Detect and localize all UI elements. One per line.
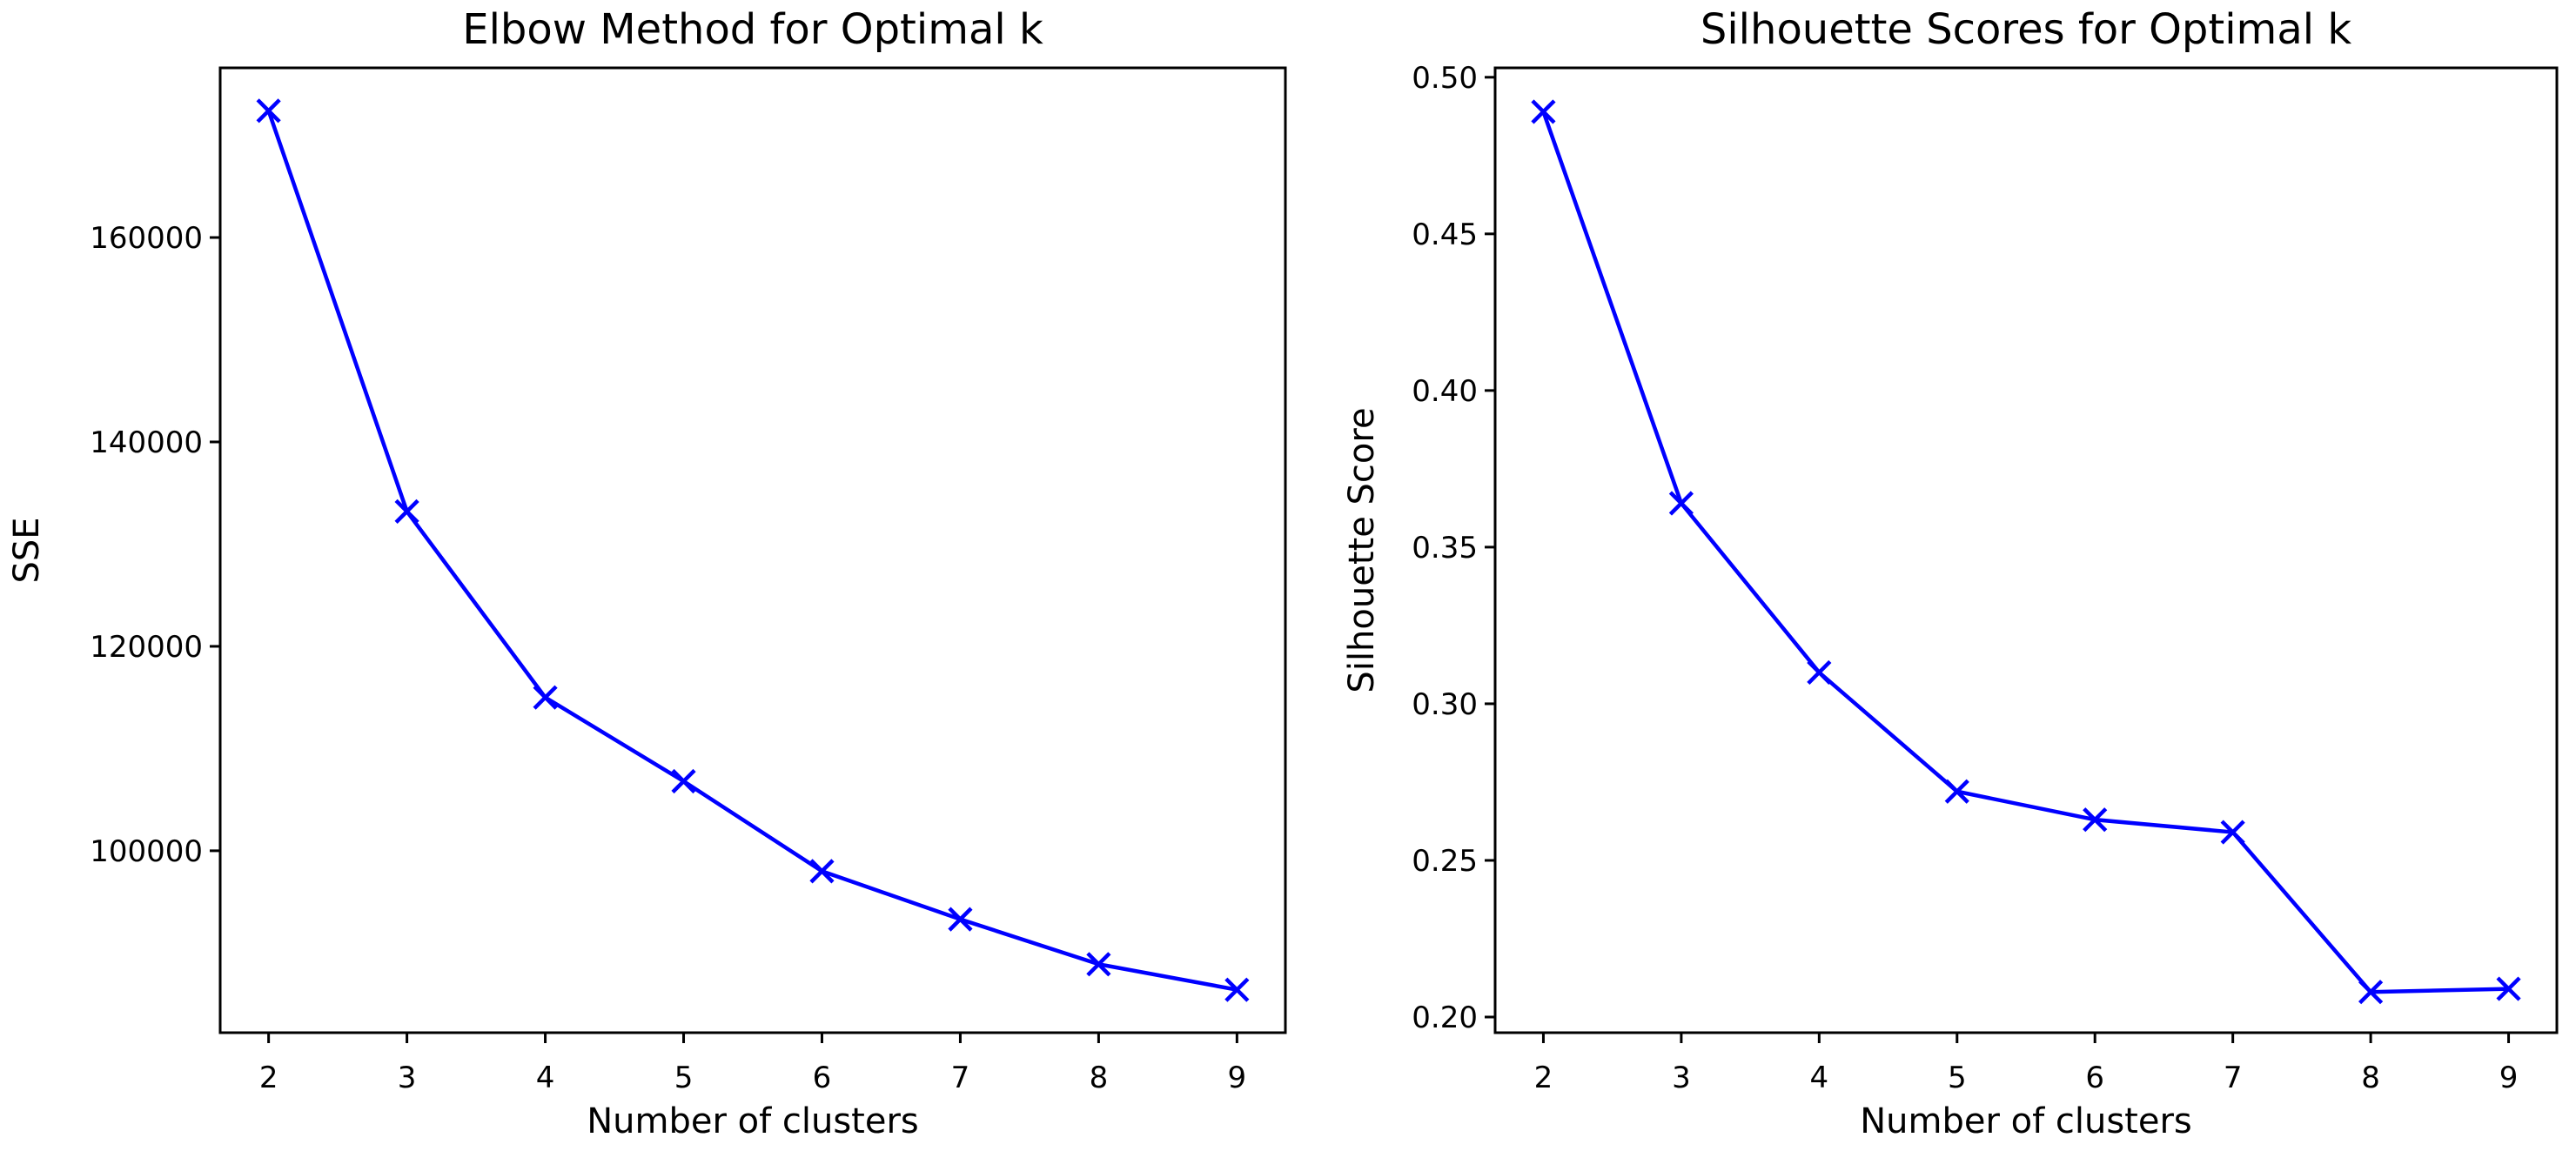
x-axis-label: Number of clusters	[587, 1101, 919, 1141]
data-marker-x	[1668, 491, 1694, 516]
y-tick-label: 140000	[90, 425, 203, 460]
data-marker-x	[1944, 779, 1969, 804]
x-tick-label: 7	[2224, 1061, 2243, 1095]
data-marker-x	[1807, 659, 1832, 686]
data-marker-x	[1531, 99, 1556, 124]
data-marker-x	[2220, 820, 2245, 845]
x-tick-label: 8	[1090, 1061, 1109, 1095]
x-tick-label: 2	[259, 1061, 278, 1095]
x-tick-label: 4	[1810, 1061, 1829, 1095]
x-axis-label: Number of clusters	[1860, 1101, 2192, 1141]
data-marker-x	[948, 907, 973, 932]
x-tick-label: 7	[951, 1061, 970, 1095]
x-tick-label: 9	[2499, 1061, 2519, 1095]
y-tick-label: 0.30	[1412, 687, 1478, 722]
y-tick-label: 0.35	[1412, 531, 1478, 565]
data-marker-x	[2358, 980, 2384, 1005]
y-tick-label: 0.45	[1412, 217, 1478, 252]
x-tick-label: 4	[536, 1061, 555, 1095]
data-marker-x	[1224, 977, 1250, 1002]
y-tick-label: 0.50	[1412, 61, 1478, 96]
data-marker-x	[2496, 976, 2521, 1001]
y-tick-label: 0.40	[1412, 374, 1478, 409]
axes-frame	[1493, 66, 2559, 1034]
data-marker-x	[533, 685, 558, 710]
y-tick-label: 100000	[90, 834, 203, 869]
x-tick-label: 6	[2085, 1061, 2104, 1095]
data-marker-x	[809, 859, 835, 884]
y-tick-label: 0.20	[1412, 1000, 1478, 1035]
y-tick-label: 0.25	[1412, 844, 1478, 879]
x-tick-label: 6	[813, 1061, 832, 1095]
chart-title: Elbow Method for Optimal k	[462, 5, 1043, 54]
y-axis-label: Silhouette Score	[1342, 407, 1382, 693]
y-tick-label: 160000	[90, 221, 203, 256]
data-marker-x	[671, 768, 696, 794]
data-line	[1541, 110, 2509, 994]
subplot-silhouette: 2 3 4 5 6 7 8 9 0.20 0.25 0.30 0.35 0.40 0.45 0.50 Silh…	[1342, 5, 2559, 1141]
y-axis-label: SSE	[7, 517, 47, 583]
x-tick-label: 5	[1948, 1061, 1967, 1095]
x-tick-label: 2	[1534, 1061, 1553, 1095]
x-tick-label: 3	[1672, 1061, 1691, 1095]
data-line	[266, 110, 1238, 992]
x-tick-label: 8	[2361, 1061, 2380, 1095]
data-marker-x	[2083, 807, 2108, 833]
axes-frame	[218, 66, 1287, 1034]
x-tick-label: 5	[674, 1061, 694, 1095]
x-tick-label: 9	[1228, 1061, 1247, 1095]
data-marker-x	[394, 499, 419, 524]
y-tick-label: 120000	[90, 630, 203, 665]
x-tick-label: 3	[398, 1061, 417, 1095]
chart-title: Silhouette Scores for Optimal k	[1701, 5, 2351, 54]
data-marker-x	[256, 98, 281, 124]
data-marker-x	[1086, 952, 1111, 977]
subplot-elbow: 2 3 4 5 6 7 8 9 100000 120000 140000 160000 Elbow Me…	[7, 5, 1287, 1141]
